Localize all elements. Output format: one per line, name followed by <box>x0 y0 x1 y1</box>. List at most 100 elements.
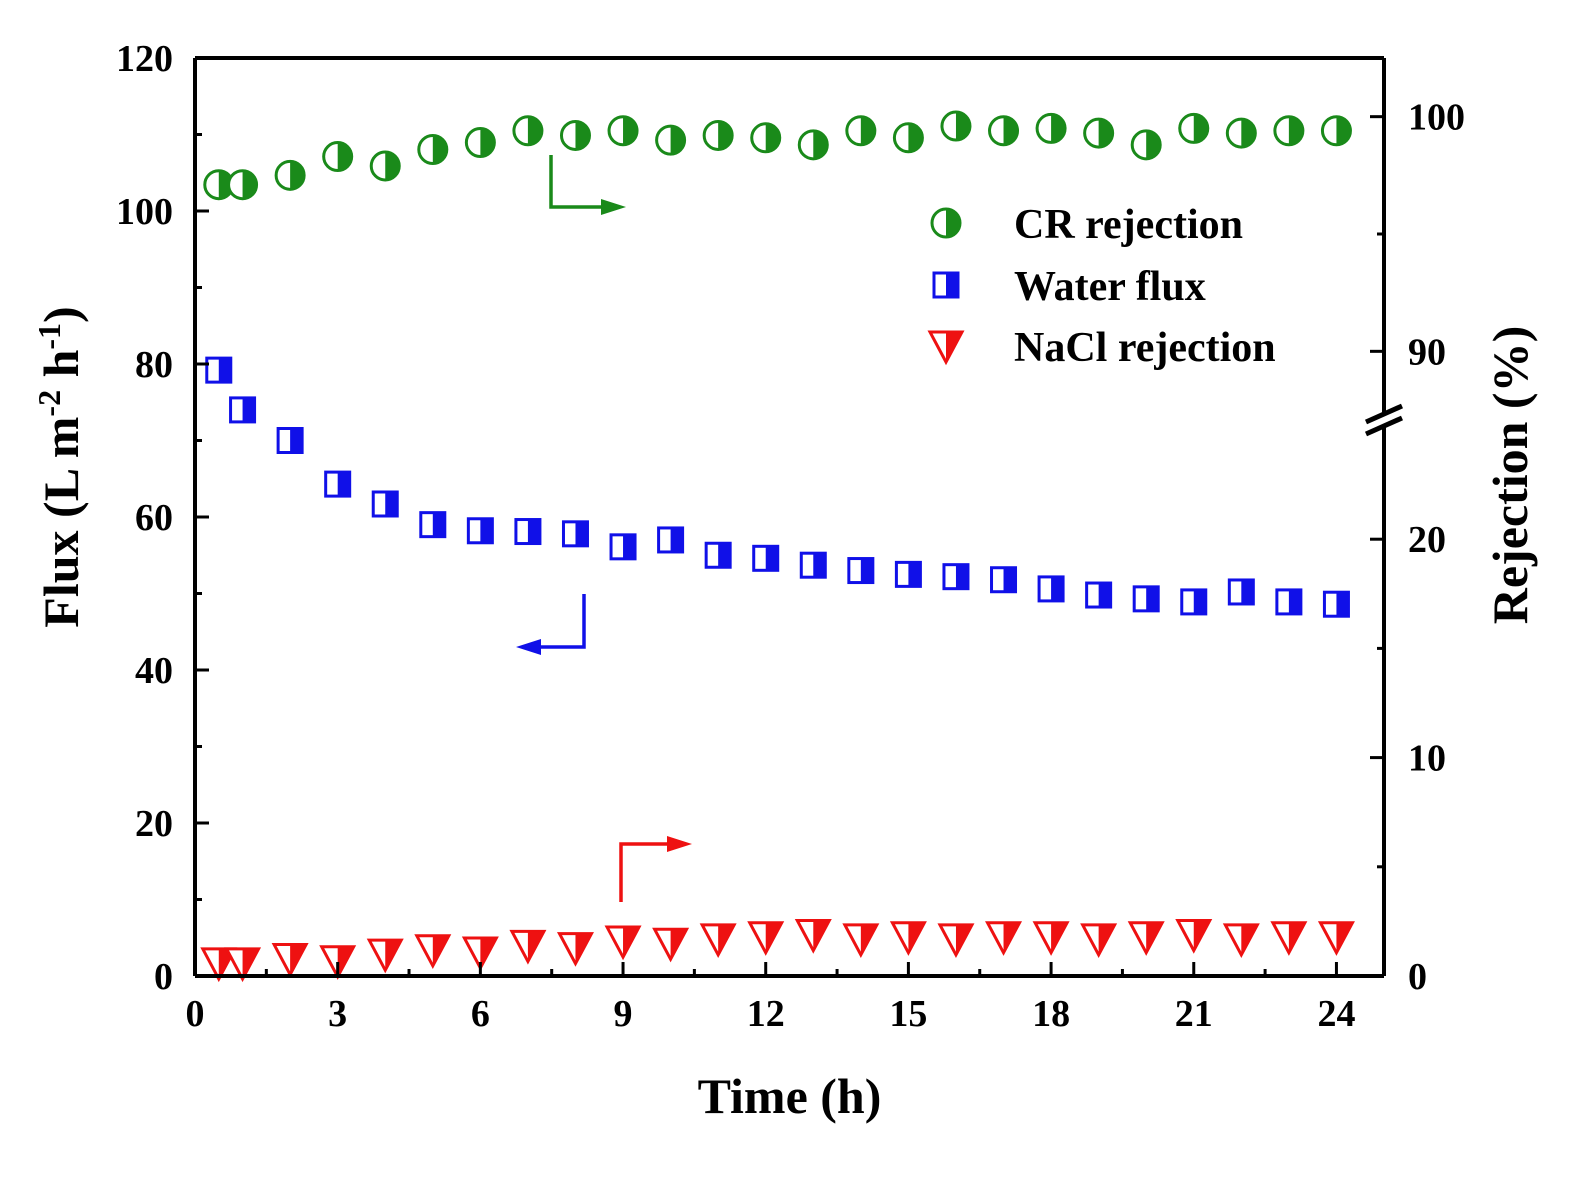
data-point <box>371 490 399 518</box>
marker-fill <box>813 920 830 951</box>
data-point <box>556 932 594 967</box>
x-tick-label: 0 <box>186 993 205 1035</box>
y-left-tick-label: 120 <box>116 38 173 80</box>
y-left-tick-label: 0 <box>154 956 173 998</box>
marker-fill <box>1098 924 1115 955</box>
marker-fill <box>813 130 828 159</box>
series-cr-rejection <box>203 110 1352 201</box>
y-left-tick-label: 40 <box>135 650 173 692</box>
data-point <box>794 919 832 954</box>
data-point <box>324 470 352 498</box>
data-point <box>655 124 687 156</box>
superscript: -1 <box>31 323 67 350</box>
marker-fill <box>623 534 636 559</box>
marker-fill <box>718 543 731 568</box>
marker-fill <box>1288 922 1305 953</box>
axis-arrows <box>516 155 692 902</box>
data-point <box>847 557 875 585</box>
title-segment: ) <box>33 306 89 323</box>
legend-item: Water flux <box>932 264 1206 310</box>
data-point <box>845 115 877 147</box>
series-water-flux <box>205 356 1350 618</box>
marker-fill <box>1241 579 1254 604</box>
data-point <box>1085 581 1113 609</box>
marker-fill <box>575 933 592 964</box>
marker-fill <box>1336 922 1353 953</box>
marker-fill <box>337 142 352 171</box>
data-point <box>704 541 732 569</box>
arrow-head <box>601 199 626 215</box>
data-point <box>985 921 1023 956</box>
x-tick-label: 24 <box>1317 993 1355 1035</box>
cr-arrow <box>549 155 626 215</box>
data-point <box>417 134 449 166</box>
marker-fill <box>1241 119 1256 148</box>
title-segment: Flux (L m <box>33 417 89 628</box>
marker-fill <box>1241 924 1258 955</box>
nacl-arrow <box>619 836 692 902</box>
data-point <box>988 115 1020 147</box>
data-point <box>604 925 642 961</box>
marker-fill <box>575 521 588 546</box>
data-point <box>1132 585 1160 613</box>
data-point <box>514 518 542 546</box>
marker-fill <box>946 209 960 237</box>
data-point <box>1080 923 1118 959</box>
marker-fill <box>385 940 402 971</box>
data-point <box>271 943 309 978</box>
data-point <box>842 923 880 959</box>
marker-fill <box>1051 576 1064 601</box>
data-point <box>990 566 1018 594</box>
x-tick-label: 15 <box>889 993 927 1035</box>
axis-break-mark <box>1364 403 1404 425</box>
marker-fill <box>765 546 778 571</box>
data-point <box>224 947 262 983</box>
data-point <box>892 122 924 154</box>
marker-fill <box>623 116 638 145</box>
data-point <box>1130 129 1162 161</box>
marker-fill <box>242 170 257 199</box>
data-point <box>1222 923 1260 959</box>
arrow-shaft <box>549 155 606 209</box>
legend: CR rejection Water flux NaCl rejection <box>927 202 1276 371</box>
marker-fill <box>1098 119 1113 148</box>
marker-fill <box>480 937 497 968</box>
data-point <box>1180 588 1208 616</box>
data-point <box>319 945 357 980</box>
marker-fill <box>1193 114 1208 143</box>
data-point <box>937 923 975 959</box>
marker-fill <box>575 121 590 150</box>
marker-fill <box>337 946 354 977</box>
data-point <box>1175 919 1213 954</box>
marker-fill <box>955 924 972 955</box>
data-point <box>1322 590 1350 618</box>
marker-fill <box>290 428 303 453</box>
y-right-tick-label: 100 <box>1408 97 1465 139</box>
data-point <box>1273 115 1305 147</box>
data-point <box>512 115 544 147</box>
marker-fill <box>1288 116 1303 145</box>
data-point <box>1032 921 1070 956</box>
data-point <box>942 563 970 591</box>
data-point <box>1178 112 1210 144</box>
marker-fill <box>1336 592 1349 617</box>
y-left-tick-label: 20 <box>135 803 173 845</box>
marker-fill <box>432 512 445 537</box>
marker-fill <box>337 472 350 497</box>
axes: 0 3 6 9 12 15 18 21 24 0 20 40 60 80 100 120 0 10 20 90 100 <box>116 38 1465 1035</box>
data-point <box>1227 578 1255 606</box>
marker-fill <box>955 112 970 141</box>
marker-fill <box>1003 116 1018 145</box>
data-point <box>366 938 404 974</box>
data-point <box>205 356 233 384</box>
marker-fill <box>860 558 873 583</box>
data-point <box>461 936 499 972</box>
marker-fill <box>908 922 925 953</box>
data-point <box>1275 588 1303 616</box>
legend-label: Water flux <box>1014 264 1206 310</box>
marker-fill <box>1051 922 1068 953</box>
arrow-shaft <box>619 842 672 902</box>
marker-fill <box>1193 589 1206 614</box>
data-point <box>752 544 780 572</box>
